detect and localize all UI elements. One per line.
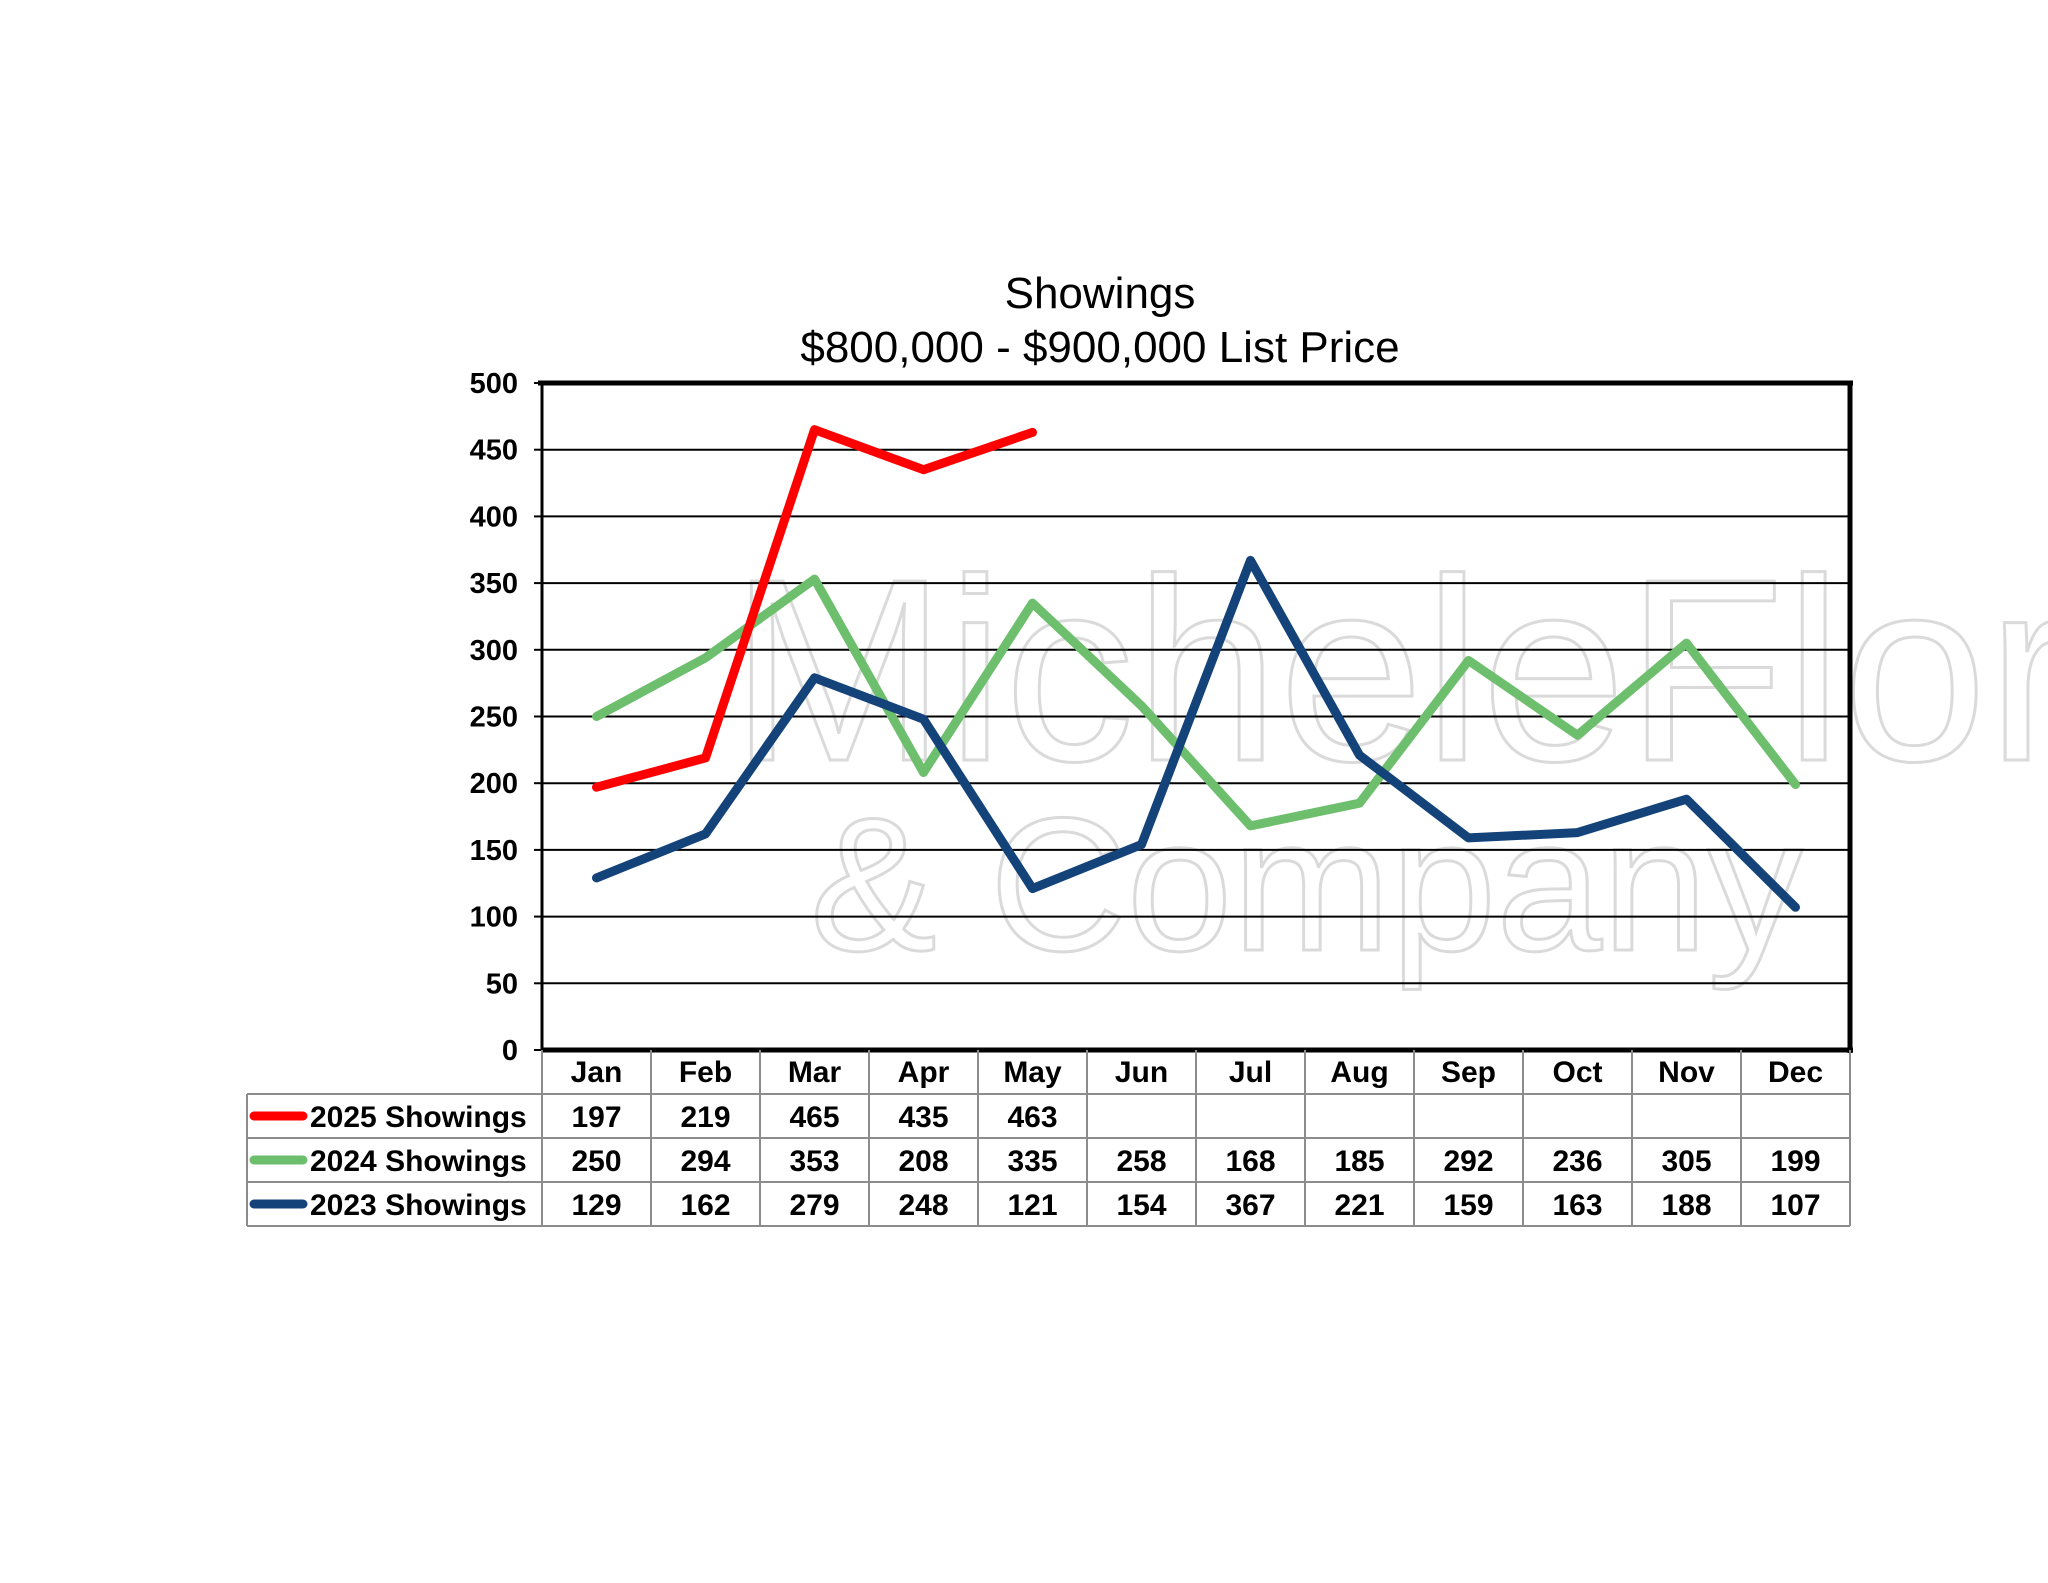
x-tick-label: Jul: [1229, 1056, 1272, 1089]
data-label: 219: [680, 1101, 730, 1134]
x-tick-label: Jan: [571, 1056, 623, 1089]
data-label: 465: [789, 1101, 839, 1134]
y-tick-label: 100: [470, 902, 518, 934]
y-tick-label: 0: [502, 1035, 518, 1067]
y-tick-label: 450: [470, 435, 518, 467]
data-label: 168: [1225, 1145, 1275, 1178]
data-label: 159: [1443, 1189, 1493, 1222]
x-tick-label: Sep: [1441, 1056, 1496, 1089]
data-label: 435: [898, 1101, 948, 1134]
data-label: 353: [789, 1145, 839, 1178]
data-label: 248: [898, 1189, 948, 1222]
x-tick-label: Mar: [788, 1056, 842, 1089]
x-tick-label: Apr: [898, 1056, 950, 1089]
data-label: 162: [680, 1189, 730, 1222]
series-lines: [592, 425, 1800, 912]
data-label: 221: [1334, 1189, 1384, 1222]
series-line-2023-showings: [592, 555, 1800, 912]
data-label: 250: [571, 1145, 621, 1178]
data-label: 367: [1225, 1189, 1275, 1222]
chart-subtitle: $800,000 - $900,000 List Price: [800, 323, 1399, 372]
x-tick-label: Feb: [679, 1056, 732, 1089]
data-label: 163: [1552, 1189, 1602, 1222]
x-tick-label: Jun: [1115, 1056, 1168, 1089]
series-line-2025-showings: [592, 425, 1037, 792]
data-label: 279: [789, 1189, 839, 1222]
chart-title: Showings: [1005, 269, 1196, 318]
legend-label: 2025 Showings: [310, 1101, 527, 1134]
data-label: 129: [571, 1189, 621, 1222]
y-tick-label: 350: [470, 568, 518, 600]
data-label: 294: [680, 1145, 730, 1178]
y-tick-label: 200: [470, 768, 518, 800]
data-label: 258: [1116, 1145, 1166, 1178]
y-axis-ticks: 0 50 100 150 200 250 300 350 400 450 500: [470, 368, 542, 1067]
x-tick-label: Aug: [1330, 1056, 1388, 1089]
data-table: Jan Feb Mar Apr May Jun Jul Aug Sep Oct Nov Dec 2025…: [246, 1050, 1851, 1227]
x-tick-label: Nov: [1658, 1056, 1715, 1089]
legend-label: 2023 Showings: [310, 1189, 527, 1222]
x-tick-label: May: [1003, 1056, 1062, 1089]
data-label: 107: [1770, 1189, 1820, 1222]
x-tick-label: Oct: [1552, 1056, 1602, 1089]
data-label: 154: [1116, 1189, 1166, 1222]
y-tick-label: 300: [470, 635, 518, 667]
y-tick-label: 400: [470, 501, 518, 533]
legend-label: 2024 Showings: [310, 1145, 527, 1178]
y-tick-label: 50: [486, 968, 518, 1000]
data-label: 197: [571, 1101, 621, 1134]
data-label: 188: [1661, 1189, 1711, 1222]
x-tick-label: Dec: [1768, 1056, 1823, 1089]
data-label: 335: [1007, 1145, 1057, 1178]
data-label: 185: [1334, 1145, 1384, 1178]
data-label: 305: [1661, 1145, 1711, 1178]
data-label: 121: [1007, 1189, 1057, 1222]
y-tick-label: 500: [470, 368, 518, 400]
data-label: 236: [1552, 1145, 1602, 1178]
series-line-2024-showings: [592, 574, 1800, 831]
data-label: 292: [1443, 1145, 1493, 1178]
data-label: 199: [1770, 1145, 1820, 1178]
data-label: 463: [1007, 1101, 1057, 1134]
y-tick-label: 250: [470, 702, 518, 734]
y-tick-label: 150: [470, 835, 518, 867]
data-label: 208: [898, 1145, 948, 1178]
